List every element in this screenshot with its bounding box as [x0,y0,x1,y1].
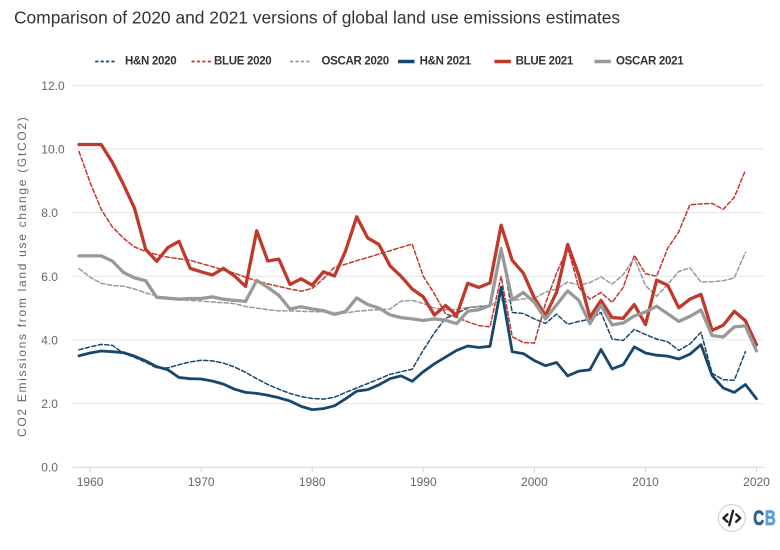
svg-text:10.0: 10.0 [41,143,65,157]
svg-text:2010: 2010 [632,475,659,489]
svg-text:2000: 2000 [521,475,548,489]
svg-text:2.0: 2.0 [41,397,58,411]
svg-text:0.0: 0.0 [41,461,58,475]
svg-text:12.0: 12.0 [41,79,65,93]
svg-text:1990: 1990 [410,475,437,489]
svg-text:Comparison of 2020 and 2021 ve: Comparison of 2020 and 2021 versions of … [14,8,620,28]
svg-text:2020: 2020 [743,475,770,489]
svg-text:6.0: 6.0 [41,270,58,284]
svg-text:BLUE 2021: BLUE 2021 [516,55,574,67]
svg-text:H&N 2021: H&N 2021 [420,55,472,67]
svg-text:1980: 1980 [299,475,326,489]
svg-text:OSCAR 2020: OSCAR 2020 [322,55,389,67]
svg-text:H&N 2020: H&N 2020 [125,55,176,67]
svg-text:CO2 Emissions from land use ch: CO2 Emissions from land use change (GtCO… [15,116,29,438]
svg-text:OSCAR 2021: OSCAR 2021 [616,55,684,67]
svg-text:CB: CB [753,505,776,529]
svg-text:1970: 1970 [188,475,215,489]
svg-text:4.0: 4.0 [41,333,58,347]
svg-text:1960: 1960 [77,475,104,489]
svg-text:8.0: 8.0 [41,206,58,220]
svg-text:BLUE 2020: BLUE 2020 [214,55,271,67]
